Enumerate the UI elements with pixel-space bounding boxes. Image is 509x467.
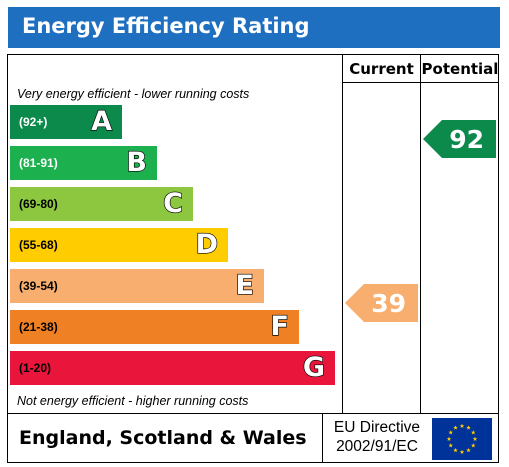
eu-star bbox=[470, 430, 476, 435]
page-title: Energy Efficiency Rating bbox=[22, 14, 310, 38]
potential-column-divider bbox=[420, 54, 421, 414]
band-f: (21-38) F bbox=[10, 310, 299, 344]
band-e: (39-54) E bbox=[10, 269, 264, 303]
current-rating-arrow: 39 bbox=[345, 284, 418, 322]
eu-star bbox=[459, 423, 465, 428]
bottom-caption: Not energy efficient - higher running co… bbox=[17, 394, 249, 408]
eu-star bbox=[448, 430, 454, 435]
band-letter: E bbox=[235, 269, 255, 301]
eu-star bbox=[448, 443, 454, 448]
eu-star bbox=[470, 443, 476, 448]
eu-star bbox=[472, 436, 478, 441]
band-range: (92+) bbox=[19, 115, 48, 129]
potential-rating-value: 92 bbox=[449, 125, 484, 154]
title-bar: Energy Efficiency Rating bbox=[8, 7, 500, 48]
footer bbox=[7, 413, 499, 463]
eu-directive-line2: 2002/91/EC bbox=[336, 438, 418, 455]
band-range: (1-20) bbox=[19, 361, 52, 375]
eu-star bbox=[459, 449, 465, 454]
eu-star bbox=[453, 447, 458, 453]
band-range: (21-38) bbox=[19, 320, 58, 334]
band-letter: C bbox=[163, 187, 184, 219]
band-letter: A bbox=[90, 105, 112, 137]
band-c: (69-80) C bbox=[10, 187, 193, 221]
potential-column-header: Potential bbox=[421, 60, 499, 78]
eu-star bbox=[446, 436, 452, 441]
arrow-shape bbox=[423, 120, 496, 158]
current-column-divider bbox=[342, 54, 343, 414]
current-column-header: Current bbox=[349, 60, 414, 78]
band-letter: B bbox=[126, 146, 148, 178]
band-a: (92+) A bbox=[10, 105, 122, 139]
eu-directive-line1: EU Directive bbox=[333, 419, 421, 436]
eu-stars bbox=[446, 423, 478, 454]
arrow-shape bbox=[345, 284, 418, 322]
eu-directive: EU Directive 2002/91/EC bbox=[322, 418, 432, 456]
band-letter: D bbox=[195, 228, 219, 260]
footer-divider bbox=[322, 413, 323, 463]
band-range: (69-80) bbox=[19, 197, 58, 211]
band-range: (39-54) bbox=[19, 279, 58, 293]
band-letter: G bbox=[302, 351, 325, 383]
potential-rating-arrow: 92 bbox=[423, 120, 496, 158]
band-letter: F bbox=[270, 310, 290, 342]
top-caption: Very energy efficient - lower running co… bbox=[17, 87, 250, 101]
band-range: (55-68) bbox=[19, 238, 58, 252]
band-d: (55-68) D bbox=[10, 228, 228, 262]
current-rating-value: 39 bbox=[371, 289, 406, 318]
eu-star bbox=[466, 425, 471, 430]
band-b: (81-91) B bbox=[10, 146, 157, 180]
band-g: (1-20) G bbox=[10, 351, 335, 385]
header-divider bbox=[342, 82, 499, 83]
footer-region: England, Scotland & Wales bbox=[19, 427, 307, 449]
eu-star bbox=[453, 425, 458, 430]
eu-star bbox=[466, 447, 471, 453]
eu-flag-icon bbox=[432, 418, 492, 460]
band-range: (81-91) bbox=[19, 156, 58, 170]
